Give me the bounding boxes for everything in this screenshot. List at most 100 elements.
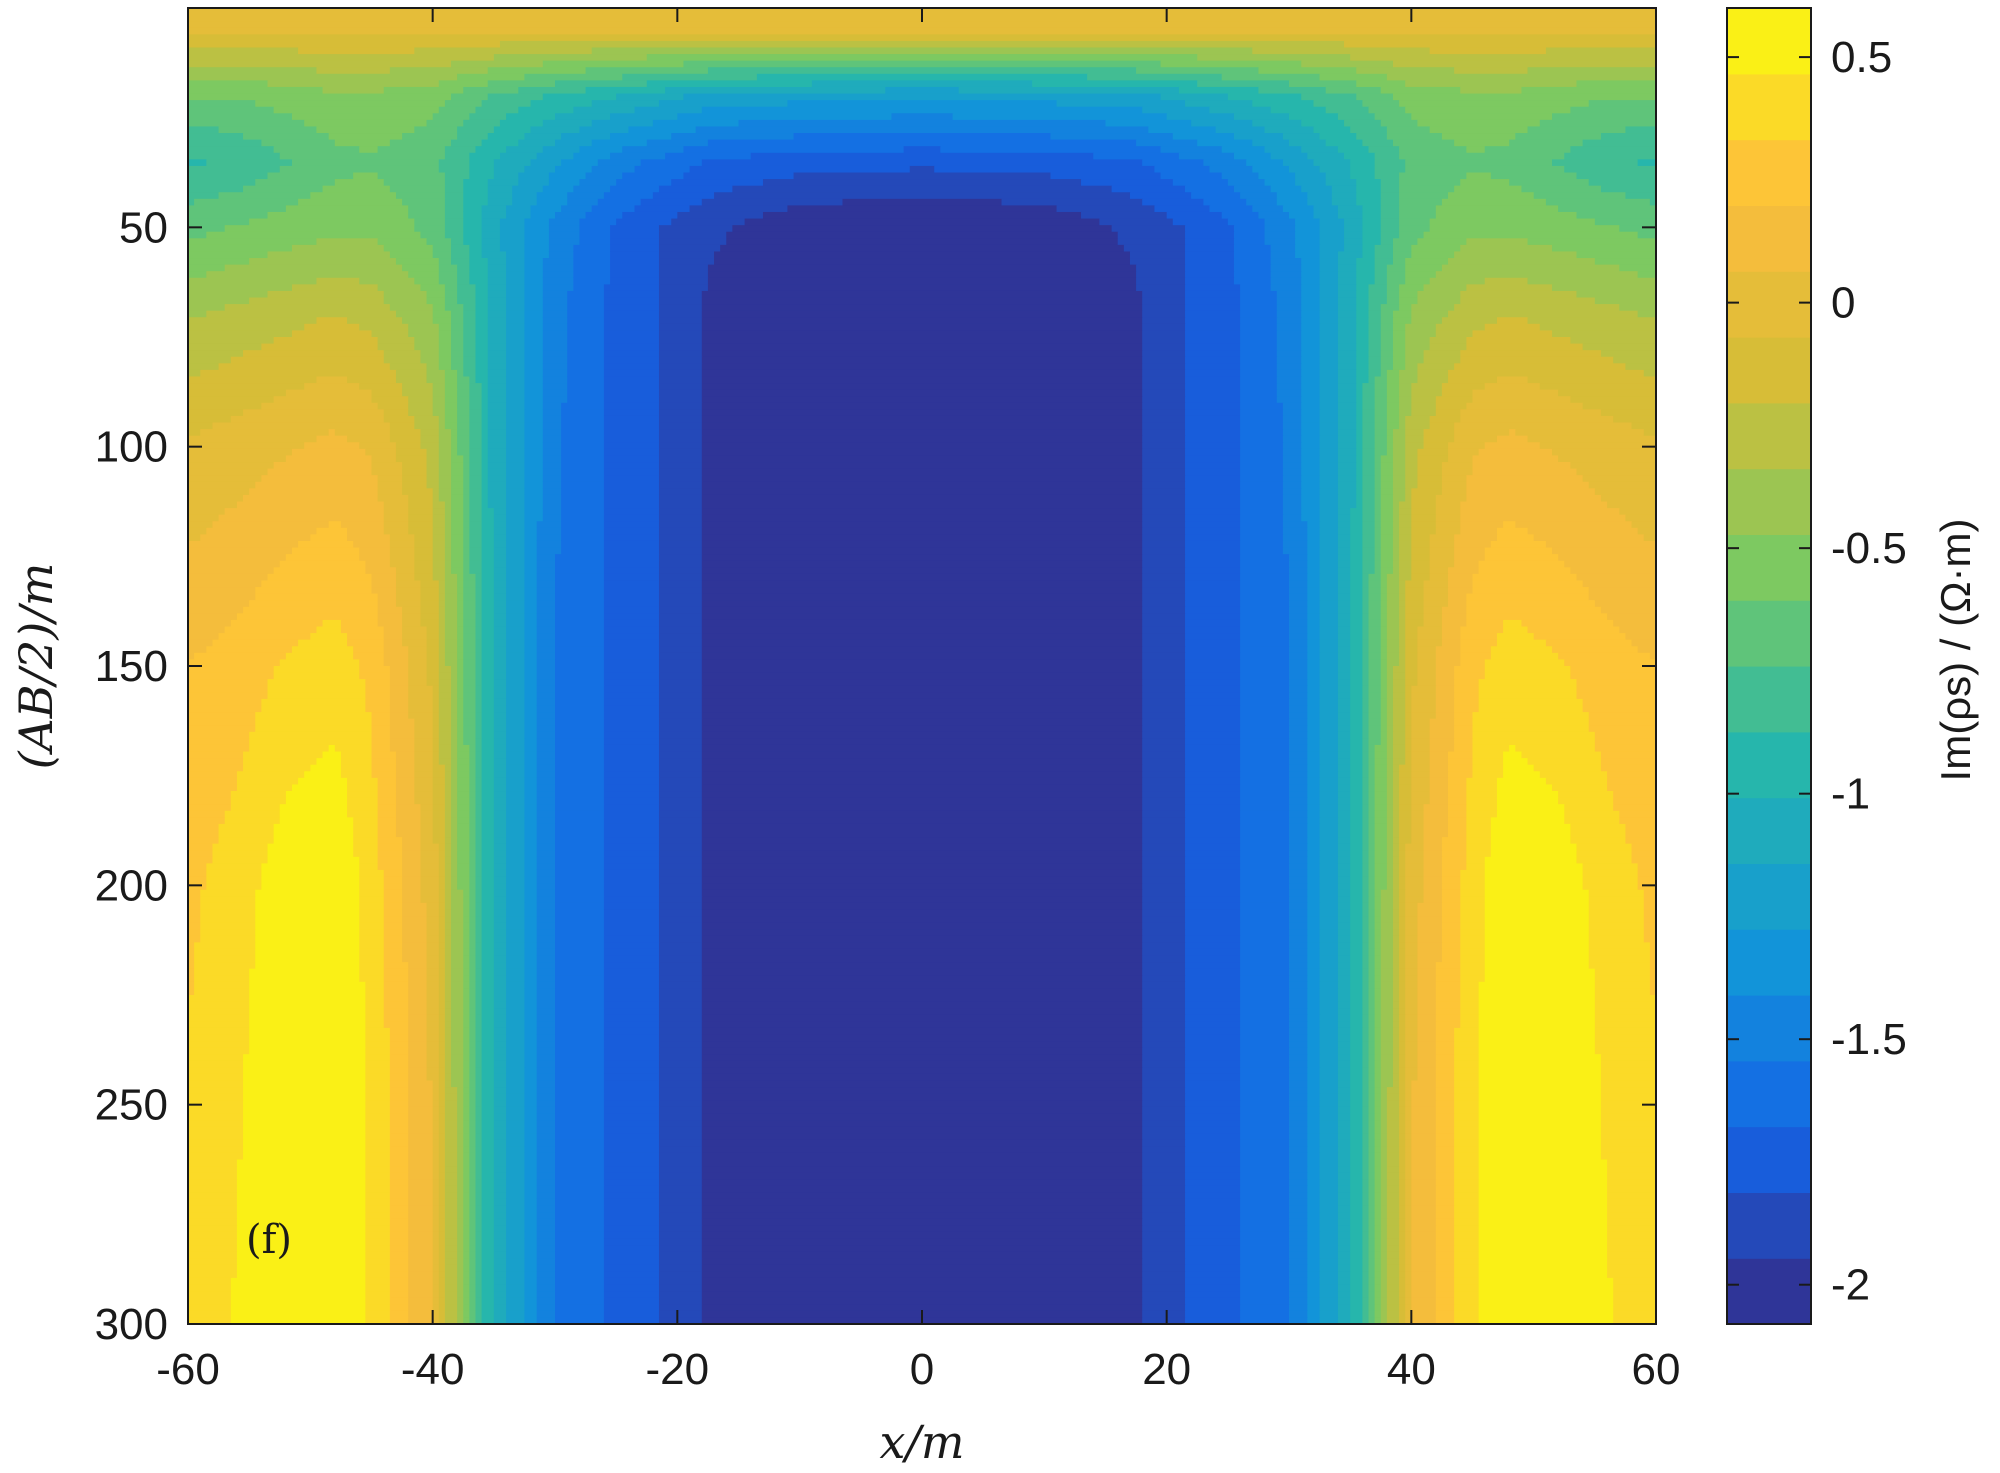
contour-cell <box>1325 139 1363 147</box>
contour-cell <box>438 988 446 996</box>
contour-cell <box>1405 883 1425 891</box>
contour-cell <box>1368 343 1382 351</box>
contour-cell <box>389 744 415 753</box>
contour-cell <box>1301 277 1321 285</box>
contour-cell <box>463 488 470 496</box>
contour-cell <box>426 968 440 976</box>
contour-cell <box>1649 988 1657 996</box>
contour-cell <box>493 731 507 739</box>
contour-cell <box>1337 738 1351 746</box>
contour-cell <box>457 389 470 397</box>
contour-cell <box>701 448 1143 457</box>
contour-cell <box>536 797 556 805</box>
contour-cell <box>1142 988 1186 996</box>
contour-cell <box>188 369 201 378</box>
contour-cell <box>1313 211 1339 220</box>
contour-cell <box>249 744 330 753</box>
contour-cell <box>1368 646 1382 654</box>
contour-cell <box>1386 685 1394 693</box>
contour-cell <box>536 883 556 891</box>
contour-cell <box>1356 179 1382 187</box>
contour-cell <box>1289 600 1308 608</box>
contour-cell <box>408 962 428 970</box>
contour-cell <box>1350 942 1363 950</box>
contour-cell <box>1460 652 1492 661</box>
contour-cell <box>493 126 532 134</box>
contour-cell <box>1289 725 1308 733</box>
contour-cell <box>1233 185 1272 193</box>
contour-cell <box>1435 205 1559 213</box>
contour-cell <box>1185 396 1241 404</box>
contour-cell <box>555 639 605 647</box>
contour-cell <box>1319 731 1339 739</box>
contour-cell <box>457 731 464 739</box>
contour-cell <box>1350 784 1363 792</box>
contour-cell <box>475 850 483 858</box>
contour-cell <box>707 139 1137 147</box>
contour-cell <box>188 527 207 535</box>
contour-cell <box>1289 659 1308 667</box>
contour-cell <box>1295 238 1321 246</box>
contour-cell <box>1435 508 1461 516</box>
contour-cell <box>1350 804 1363 812</box>
contour-cell <box>463 185 489 193</box>
contour-cell <box>1142 317 1186 325</box>
contour-cell <box>188 876 207 884</box>
contour-cell <box>481 593 495 601</box>
contour-cell <box>1588 942 1651 950</box>
contour-cell <box>1399 771 1412 779</box>
contour-cell <box>1380 534 1394 542</box>
contour-cell <box>555 856 605 864</box>
contour-cell <box>432 251 452 259</box>
contour-cell <box>487 448 507 457</box>
contour-cell <box>463 481 470 489</box>
contour-cell <box>493 856 507 864</box>
contour-cell <box>200 534 311 542</box>
contour-cell <box>1613 415 1657 424</box>
contour-cell <box>1319 238 1345 246</box>
contour-cell <box>451 139 483 147</box>
contour-cell <box>457 264 470 272</box>
contour-cell <box>524 843 538 851</box>
contour-cell <box>1142 547 1186 555</box>
contour-cell <box>1386 823 1394 832</box>
contour-cell <box>524 514 544 522</box>
contour-cell <box>658 633 703 641</box>
contour-cell <box>463 606 477 614</box>
contour-cell <box>487 290 507 299</box>
contour-cell <box>603 685 660 693</box>
contour-cell <box>469 784 477 792</box>
contour-cell <box>481 896 495 904</box>
contour-cell <box>463 705 477 713</box>
contour-cell <box>457 725 464 733</box>
contour-cell <box>481 606 495 614</box>
contour-cell <box>1448 784 1467 792</box>
contour-cell <box>1527 238 1657 246</box>
contour-cell <box>603 738 660 746</box>
contour-cell <box>420 883 440 891</box>
contour-cell <box>451 363 464 371</box>
contour-cell <box>1423 837 1443 845</box>
contour-cell <box>395 810 422 818</box>
contour-cell <box>1582 869 1639 878</box>
contour-cell <box>1142 830 1186 838</box>
contour-cell <box>603 567 660 575</box>
contour-cell <box>658 580 703 588</box>
contour-cell <box>1454 435 1498 443</box>
contour-cell <box>304 323 360 332</box>
contour-cell <box>389 139 452 147</box>
contour-cell <box>493 955 507 963</box>
contour-cell <box>451 817 458 825</box>
contour-cell <box>506 837 526 845</box>
contour-cell <box>1448 764 1474 772</box>
contour-cell <box>1307 830 1321 838</box>
contour-cell <box>701 527 1143 535</box>
contour-cell <box>1411 514 1437 522</box>
contour-cell <box>1301 409 1321 417</box>
contour-cell <box>383 626 403 634</box>
contour-cell <box>1386 810 1394 818</box>
contour-cell <box>506 613 526 621</box>
contour-cell <box>469 508 483 516</box>
contour-cell <box>555 731 605 739</box>
contour-cell <box>377 488 403 496</box>
